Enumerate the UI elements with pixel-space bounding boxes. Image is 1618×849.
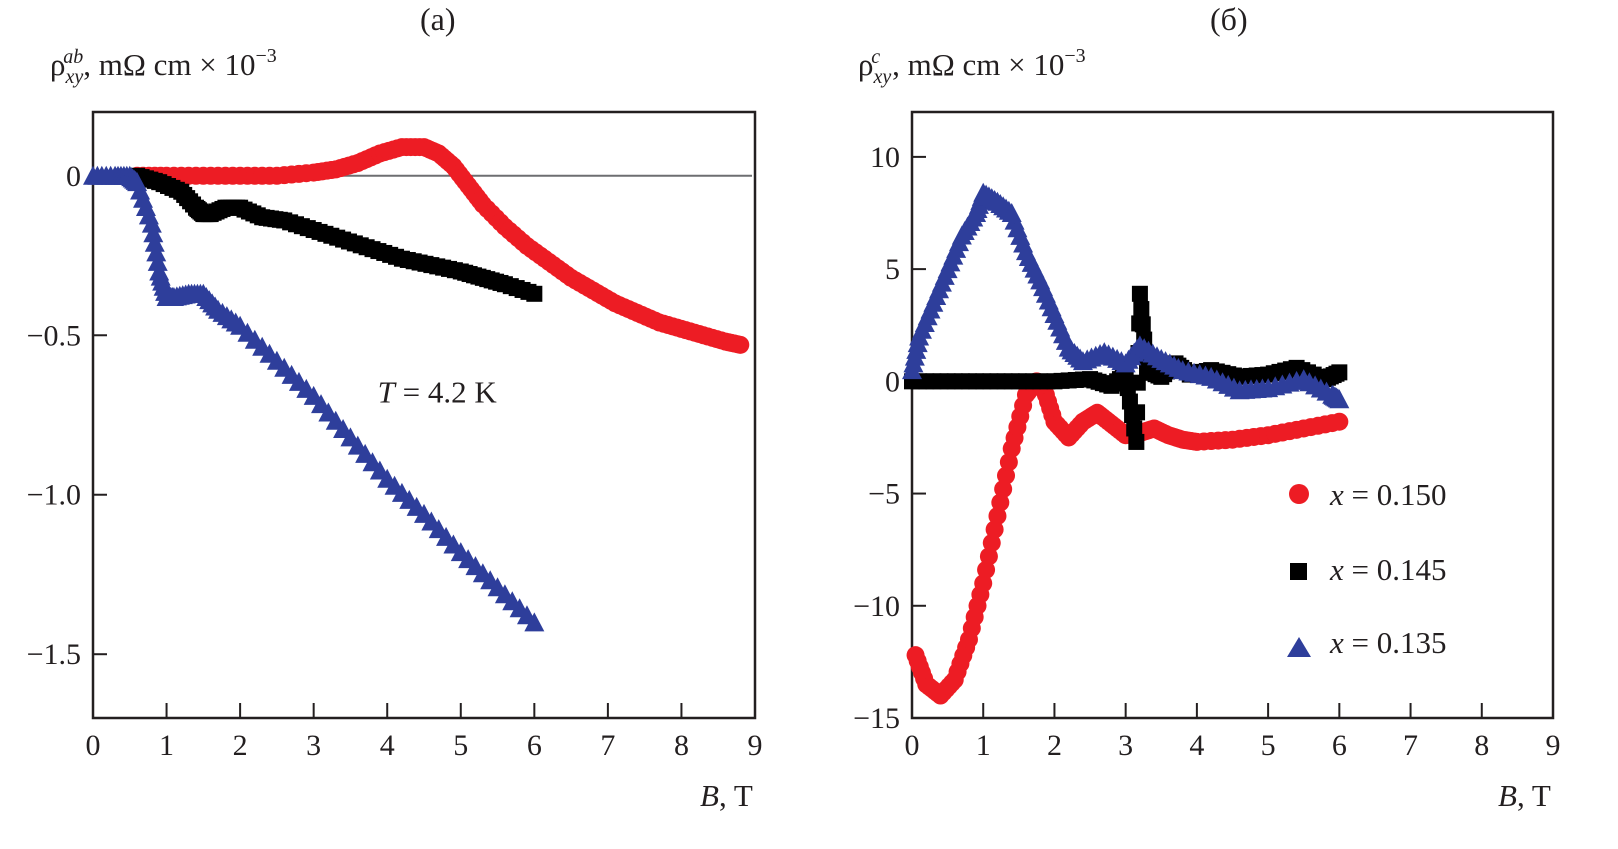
- legend: x = 0.150 x = 0.145 x = 0.135: [1287, 477, 1447, 660]
- panel-b-label: (б): [1210, 1, 1248, 37]
- data-point: [999, 453, 1018, 472]
- x-tick-label: 1: [976, 729, 991, 762]
- panel-a-series: [83, 138, 750, 632]
- legend-marker-square: [1290, 563, 1307, 580]
- data-point: [982, 533, 1001, 552]
- x-tick-label: 9: [1546, 729, 1561, 762]
- data-point: [985, 520, 1004, 539]
- x-tick-label: 4: [380, 729, 395, 762]
- x-tick-label: 4: [1189, 729, 1204, 762]
- data-point: [994, 480, 1013, 499]
- y-tick-label: 0: [885, 365, 900, 398]
- panel-a: (a) ρxyab, mΩ cm × 10−3 B, T 0 1 2 3 4 5 6 7 8 90…: [27, 1, 763, 813]
- x-tick-label: 3: [1118, 729, 1133, 762]
- panel-b-x-axis-title: B, T: [1498, 778, 1551, 813]
- data-point: [1131, 285, 1148, 302]
- x-tick-label: 7: [600, 729, 615, 762]
- y-tick-label: −1.0: [27, 479, 81, 512]
- panel-a-label: (a): [420, 1, 456, 37]
- x-tick-label: 6: [1332, 729, 1347, 762]
- legend-marker-circle: [1289, 484, 1309, 504]
- panel-b-axes: 0 1 2 3 4 5 6 7 8 9 10 5 0 −5 −10 −15: [853, 110, 1561, 762]
- data-point: [997, 466, 1016, 485]
- data-point: [526, 285, 543, 302]
- data-point: [524, 612, 545, 632]
- plot-frame: [91, 110, 757, 720]
- panel-b-series: [902, 182, 1350, 705]
- panel-a-y-axis-title: ρxyab, mΩ cm × 10−3: [50, 45, 277, 88]
- x-tick-label: 5: [1261, 729, 1276, 762]
- legend-label: x = 0.145: [1329, 552, 1447, 587]
- data-point: [1128, 433, 1145, 450]
- legend-label: x = 0.150: [1329, 477, 1447, 512]
- data-point: [1330, 412, 1349, 431]
- data-point: [147, 251, 168, 271]
- data-point: [1134, 316, 1151, 333]
- legend-marker-triangle: [1287, 637, 1311, 657]
- x-tick-label: 7: [1403, 729, 1418, 762]
- panel-a-annotation: T = 4.2 K: [378, 375, 498, 410]
- panel-a-axes: 0 1 2 3 4 5 6 7 8 9 0 −0.5 −1.0 −1.5: [27, 110, 763, 762]
- x-tick-label: 3: [306, 729, 321, 762]
- data-point: [1133, 301, 1150, 318]
- x-tick-label: 5: [453, 729, 468, 762]
- x-tick-label: 2: [1047, 729, 1062, 762]
- data-point: [979, 547, 998, 566]
- legend-entry: x = 0.145: [1290, 552, 1447, 587]
- y-tick-label: −1.5: [27, 638, 81, 671]
- y-tick-label: 0: [66, 160, 81, 193]
- data-point: [143, 223, 164, 243]
- y-tick-label: 5: [885, 253, 900, 286]
- y-tick-label: −0.5: [27, 319, 81, 352]
- series-square: [904, 285, 1348, 450]
- x-tick-label: 2: [233, 729, 248, 762]
- data-point: [1129, 374, 1146, 391]
- series-triangle: [83, 165, 545, 632]
- x-tick-label: 8: [674, 729, 689, 762]
- panel-b: (б) ρxyc, mΩ cm × 10−3 B, T 0 1 2 3 4 5 6 7 8 9 10…: [853, 1, 1560, 813]
- data-point: [974, 574, 993, 593]
- data-point: [988, 507, 1007, 525]
- x-tick-label: 8: [1474, 729, 1489, 762]
- legend-label: x = 0.135: [1329, 625, 1447, 660]
- panel-b-y-axis-title: ρxyc, mΩ cm × 10−3: [858, 45, 1086, 88]
- legend-entry: x = 0.135: [1287, 625, 1447, 660]
- y-tick-label: −10: [853, 590, 900, 623]
- x-tick-label: 9: [748, 729, 763, 762]
- data-point: [977, 560, 996, 579]
- data-point: [1129, 404, 1146, 421]
- series-square: [129, 167, 543, 302]
- legend-entry: x = 0.150: [1289, 477, 1447, 512]
- data-point: [1126, 420, 1143, 437]
- data-point: [146, 242, 167, 262]
- data-point: [144, 232, 165, 252]
- plot-frame: [910, 110, 1555, 720]
- y-tick-label: 10: [870, 141, 900, 174]
- series-triangle: [902, 182, 1350, 409]
- data-point: [1329, 389, 1350, 409]
- x-tick-label: 0: [905, 729, 920, 762]
- x-tick-label: 1: [159, 729, 174, 762]
- data-point: [991, 493, 1010, 512]
- x-tick-label: 6: [527, 729, 542, 762]
- x-tick-label: 0: [86, 729, 101, 762]
- data-point: [1331, 364, 1348, 381]
- data-point: [141, 213, 162, 233]
- data-point: [731, 335, 750, 354]
- y-tick-label: −5: [868, 478, 900, 511]
- y-tick-label: −15: [853, 702, 900, 735]
- panel-a-x-axis-title: B, T: [700, 778, 753, 813]
